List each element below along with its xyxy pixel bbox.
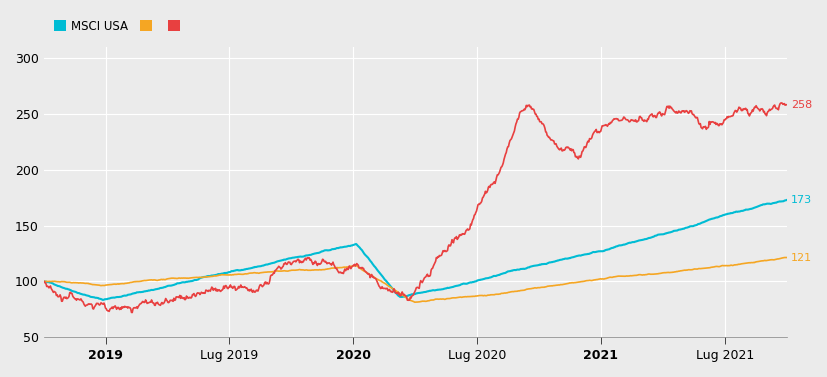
Text: 173: 173 xyxy=(791,195,812,205)
Text: 121: 121 xyxy=(791,253,812,262)
Text: 258: 258 xyxy=(791,100,812,110)
Legend: MSCI USA, , : MSCI USA, , xyxy=(50,15,189,37)
